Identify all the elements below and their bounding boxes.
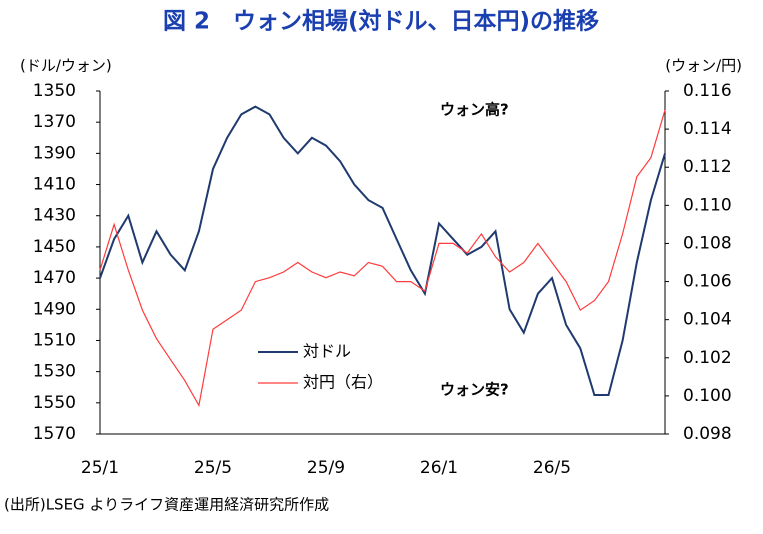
x-tick-label: 25/1 bbox=[81, 458, 119, 478]
y-tick-label: 1570 bbox=[33, 424, 76, 444]
x-tick-label: 25/9 bbox=[307, 458, 345, 478]
annotation: ウォン高? bbox=[440, 101, 509, 119]
y-axis-label: (ドル/ウォン) bbox=[20, 57, 112, 75]
x-tick-label: 26/1 bbox=[420, 458, 458, 478]
y2-tick-label: 0.114 bbox=[683, 119, 732, 139]
legend-label: 対円（右） bbox=[303, 373, 383, 392]
y-tick-label: 1390 bbox=[33, 143, 76, 163]
y2-tick-label: 0.098 bbox=[683, 424, 732, 444]
source-note: (出所)LSEG よりライフ資産運用経済研究所作成 bbox=[4, 496, 329, 514]
x-tick-label: 25/5 bbox=[194, 458, 232, 478]
y2-tick-label: 0.102 bbox=[683, 348, 732, 368]
y2-tick-label: 0.112 bbox=[683, 157, 732, 177]
y2-tick-label: 0.116 bbox=[683, 81, 732, 101]
y-tick-label: 1430 bbox=[33, 206, 76, 226]
line-series bbox=[99, 105, 666, 396]
chart-title: 図 2 ウォン相場(対ドル、日本円)の推移 bbox=[163, 9, 599, 35]
y-tick-label: 1350 bbox=[33, 81, 76, 101]
y2-tick-label: 0.100 bbox=[683, 386, 732, 406]
y-tick-label: 1410 bbox=[33, 175, 76, 195]
y-tick-label: 1550 bbox=[33, 393, 76, 413]
y-tick-label: 1470 bbox=[33, 268, 76, 288]
y2-tick-label: 0.106 bbox=[683, 272, 732, 292]
annotation: ウォン安? bbox=[440, 381, 509, 399]
y-tick-label: 1530 bbox=[33, 362, 76, 382]
y2-tick-label: 0.108 bbox=[683, 233, 732, 253]
x-tick-label: 26/5 bbox=[533, 458, 571, 478]
y-tick-label: 1450 bbox=[33, 237, 76, 257]
y-tick-label: 1490 bbox=[33, 299, 76, 319]
y2-tick-label: 0.104 bbox=[683, 310, 732, 330]
y2-axis-label: (ウォン/円) bbox=[665, 57, 742, 75]
legend-label: 対ドル bbox=[303, 342, 351, 361]
line-series bbox=[99, 109, 666, 408]
y-tick-label: 1510 bbox=[33, 330, 76, 350]
y-tick-label: 1370 bbox=[33, 112, 76, 132]
y2-tick-label: 0.110 bbox=[683, 195, 732, 215]
